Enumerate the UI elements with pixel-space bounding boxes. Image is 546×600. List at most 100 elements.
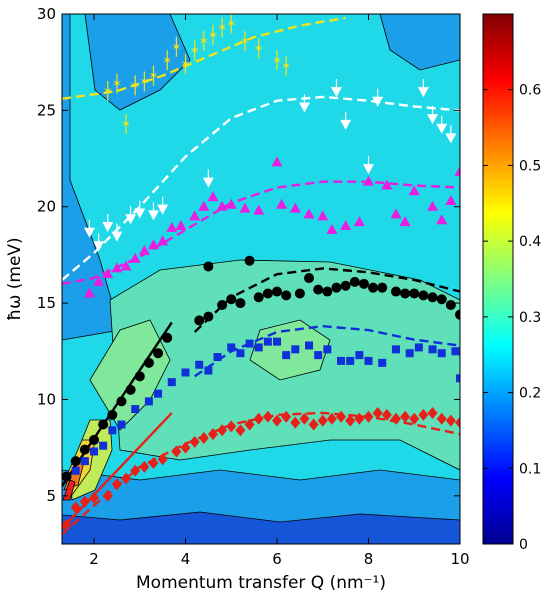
- data-point-triangle-down: [134, 208, 146, 219]
- data-point-diamond: [418, 408, 429, 421]
- data-point-square: [263, 337, 272, 346]
- data-point-circle: [244, 255, 255, 266]
- data-point-square: [437, 349, 446, 358]
- y-tick-label: 15: [37, 294, 56, 312]
- data-point-triangle-up: [326, 223, 338, 234]
- data-point-square: [451, 347, 460, 356]
- data-point-square: [346, 356, 355, 365]
- data-point-star: ✶: [171, 40, 181, 54]
- data-point-circle: [253, 292, 264, 303]
- data-point-triangle-down: [202, 177, 214, 188]
- data-point-circle: [322, 286, 333, 297]
- data-point-square: [144, 397, 153, 406]
- data-point-circle: [358, 278, 369, 289]
- data-point-square: [337, 356, 346, 365]
- data-point-circle: [98, 419, 109, 430]
- data-point-circle: [62, 471, 72, 482]
- data-point-diamond: [217, 424, 228, 437]
- data-point-triangle-up: [129, 252, 141, 263]
- data-point-circle: [79, 444, 90, 455]
- x-tick-label: 2: [89, 550, 99, 568]
- data-point-triangle-down: [147, 210, 159, 221]
- data-point-diamond: [70, 501, 81, 514]
- colorbar-tick-label: 0.3: [519, 310, 541, 326]
- data-point-diamond: [198, 432, 209, 444]
- data-point-diamond: [409, 412, 420, 425]
- data-point-triangle-up: [198, 200, 210, 211]
- data-point-star: ✶: [199, 34, 209, 48]
- data-point-triangle-down: [340, 119, 352, 130]
- data-point-triangle-up: [102, 268, 114, 279]
- data-point-square: [254, 343, 263, 352]
- data-point-circle: [368, 282, 379, 293]
- data-point-triangle-up: [289, 202, 301, 213]
- data-point-square: [99, 441, 108, 450]
- data-point-square: [213, 353, 222, 362]
- contour-band: [84, 14, 191, 111]
- data-point-circle: [217, 300, 228, 311]
- data-point-triangle-down: [125, 214, 137, 225]
- data-point-triangle-up: [93, 275, 105, 286]
- data-point-square: [245, 339, 254, 348]
- data-point-star: ✶: [217, 20, 227, 34]
- data-point-triangle-down: [83, 227, 95, 238]
- data-point-star: ✶: [208, 28, 218, 42]
- data-point-square: [405, 349, 414, 358]
- data-point-square: [414, 343, 423, 352]
- data-point-circle: [313, 284, 324, 295]
- data-point-diamond: [171, 445, 182, 458]
- data-point-triangle-down: [102, 222, 114, 232]
- data-point-circle: [390, 286, 401, 297]
- data-point-square: [195, 360, 204, 369]
- data-point-diamond: [436, 412, 447, 425]
- plot-area: ✶✶✶✶ ✶ ✶✶✶✶✶✶ ✶✶ ✶✶✶✶ ✶: [61, 13, 461, 545]
- data-point-diamond: [336, 410, 347, 423]
- colorbar-tick-label: 0.2: [519, 386, 541, 402]
- x-tick-label: 6: [272, 550, 282, 568]
- data-point-square: [314, 351, 323, 360]
- data-point-circle: [331, 282, 342, 293]
- data-point-square: [71, 466, 80, 475]
- data-point-circle: [89, 434, 100, 445]
- data-point-circle: [418, 290, 429, 301]
- data-point-circle: [153, 348, 164, 359]
- data-point-circle: [226, 294, 237, 305]
- data-point-diamond: [272, 414, 283, 427]
- data-point-triangle-up: [445, 194, 457, 205]
- data-point-star: ✶: [148, 69, 158, 83]
- data-point-triangle-up: [189, 210, 201, 221]
- data-point-square: [154, 389, 163, 398]
- data-point-diamond: [62, 518, 72, 531]
- data-point-circle: [203, 311, 214, 322]
- data-point-triangle-down: [417, 87, 429, 98]
- y-tick-label: 5: [46, 487, 56, 505]
- data-point-square: [305, 341, 314, 350]
- data-point-star: ✶: [254, 42, 264, 56]
- data-point-diamond: [390, 412, 401, 425]
- data-point-star: ✶: [272, 53, 282, 67]
- data-point-diamond: [111, 478, 122, 491]
- colorbar-tick-label: 0.5: [519, 158, 541, 174]
- data-point-circle: [194, 315, 205, 326]
- data-point-diamond: [290, 416, 301, 429]
- contour-band: [62, 14, 121, 341]
- data-point-triangle-down: [111, 231, 123, 242]
- data-point-square: [90, 447, 99, 456]
- data-point-triangle-up: [276, 198, 288, 209]
- data-point-diamond: [345, 414, 356, 427]
- data-point-triangle-down: [445, 133, 457, 144]
- data-point-star: ✶: [281, 59, 291, 73]
- colorbar-tick-label: 0.1: [519, 461, 541, 477]
- data-point-square: [323, 345, 332, 354]
- data-point-diamond: [363, 410, 374, 423]
- data-point-triangle-up: [216, 200, 228, 211]
- data-point-diamond: [121, 472, 132, 485]
- plot-frame: [61, 13, 461, 545]
- data-point-square: [355, 351, 364, 360]
- data-point-triangle-up: [381, 179, 393, 190]
- contour-band: [379, 14, 460, 71]
- data-point-diamond: [139, 460, 150, 473]
- y-tick-label: 25: [37, 101, 56, 119]
- data-point-triangle-up: [390, 208, 402, 219]
